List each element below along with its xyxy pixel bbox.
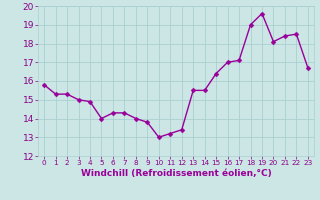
X-axis label: Windchill (Refroidissement éolien,°C): Windchill (Refroidissement éolien,°C)	[81, 169, 271, 178]
